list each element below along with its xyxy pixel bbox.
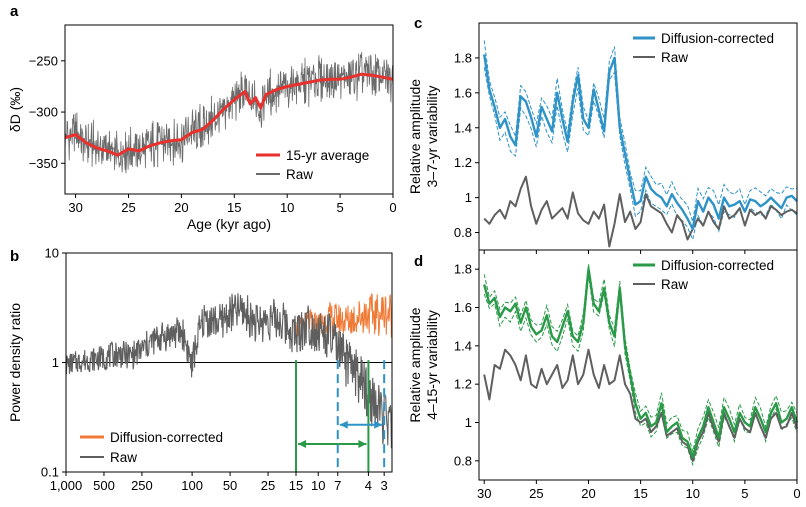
panel-a-xtick-10-label: 10 <box>280 200 294 215</box>
panel-d-xtick-10-label: 10 <box>686 486 700 501</box>
panel-b-xtick-10-label: 10 <box>311 478 325 493</box>
panel-b-legend-raw-label: Raw <box>110 450 137 465</box>
panel-c-ytick-1_2-label: 1.2 <box>454 155 472 170</box>
panel-b-plot <box>65 293 392 472</box>
panel-b-xtick-50-label: 50 <box>223 478 237 493</box>
panel-d-legend-raw-label: Raw <box>661 277 688 292</box>
panel-c-letter: c <box>414 15 422 32</box>
panel-d-legend-corrected-label: Diffusion-corrected <box>661 258 774 273</box>
panel-b-xtick-500-label: 500 <box>93 478 115 493</box>
panel-d-xtick-5-label: 5 <box>741 486 748 501</box>
panel-b-band-3-7-arrowhead-left <box>339 420 348 429</box>
panel-a-xtick-0-label: 0 <box>389 200 396 215</box>
panel-a-xtick-20-label: 20 <box>174 200 188 215</box>
panel-d-xtick-0-label: 0 <box>793 486 800 501</box>
panel-d-xtick-30-label: 30 <box>477 486 491 501</box>
panel-b-letter: b <box>10 248 19 265</box>
panel-d-xtick-20-label: 20 <box>581 486 595 501</box>
panel-b-ytick-1-label: 1 <box>52 355 59 370</box>
panel-d-letter: d <box>414 253 423 270</box>
panel-c-corrected-upper <box>483 40 798 222</box>
panel-b-xtick-250-label: 250 <box>131 478 153 493</box>
panel-d-corrected-upper <box>483 263 798 452</box>
panel-a-avg-line <box>64 72 394 157</box>
panel-b-xtick-3-label: 3 <box>381 478 388 493</box>
panel-a-xlabel: Age (kyr ago) <box>187 216 271 232</box>
panel-b-xtick-7-label: 7 <box>334 478 341 493</box>
panel-d-ytick-0_8-label: 0.8 <box>454 453 472 468</box>
panel-b-xtick-100-label: 100 <box>181 478 203 493</box>
panel-a-letter: a <box>10 3 19 20</box>
panel-b-xtick-4-label: 4 <box>365 478 372 493</box>
panel-a-xtick-30-label: 30 <box>68 200 82 215</box>
panel-a-xtick-25-label: 25 <box>121 200 135 215</box>
panel-a-ytick-250-label: −250 <box>29 53 58 68</box>
panel-a-xtick-15-label: 15 <box>227 200 241 215</box>
panel-a-xtick-5-label: 5 <box>336 200 343 215</box>
panel-a-raw-line <box>64 51 394 174</box>
panel-d-ytick-1_6-label: 1.6 <box>454 300 472 315</box>
panel-a-ylabel: δD (‰) <box>7 87 23 132</box>
panel-b-xtick-15-label: 15 <box>289 478 303 493</box>
panel-b-raw-line <box>65 293 392 449</box>
panel-d-xtick-25-label: 25 <box>529 486 543 501</box>
panel-b-band-4-15-arrowhead-left <box>298 440 307 449</box>
panel-c-ytick-1-label: 1 <box>465 190 472 205</box>
panel-a-legend-avg-label: 15-yr average <box>286 148 369 163</box>
panel-c-ytick-1_4-label: 1.4 <box>454 120 472 135</box>
panel-c-corrected-lower <box>483 67 798 242</box>
panel-c-ytick-1_6-label: 1.6 <box>454 85 472 100</box>
panel-c-plot <box>483 40 798 248</box>
panel-d-xtick-15-label: 15 <box>633 486 647 501</box>
panel-a-ytick-350-label: −350 <box>29 156 58 171</box>
panel-d-ytick-1_8-label: 1.8 <box>454 262 472 277</box>
panel-a-plot <box>64 51 394 174</box>
panel-d-corrected-lower <box>483 274 798 467</box>
panel-b-xtick-25-label: 25 <box>261 478 275 493</box>
panel-d-ylabel-line1: Relative amplitude <box>407 307 423 422</box>
panel-a-frame <box>64 24 394 195</box>
panel-d-ytick-1-label: 1 <box>465 415 472 430</box>
panel-b-legend-corrected-label: Diffusion-corrected <box>110 430 223 445</box>
panel-c-ylabel-line2: 3–7-yr variability <box>424 86 440 188</box>
panel-d-ytick-1_4-label: 1.4 <box>454 338 472 353</box>
panel-d-ytick-1_2-label: 1.2 <box>454 377 472 392</box>
panel-d-frame <box>478 249 798 481</box>
panel-c-legend-raw-label: Raw <box>661 50 688 65</box>
panel-b-band-3-7-arrowhead-right <box>374 420 383 429</box>
panel-d-raw-line <box>483 348 798 462</box>
panel-c-legend-corrected-label: Diffusion-corrected <box>661 31 774 46</box>
panel-c-raw-line <box>483 175 798 248</box>
panel-b-band-4-15-arrowhead-right <box>358 440 367 449</box>
panel-d-corrected-line <box>483 268 799 459</box>
panel-d-plot <box>483 263 799 467</box>
panel-a-legend-raw-label: Raw <box>286 167 313 182</box>
panel-c-ylabel-line1: Relative amplitude <box>407 79 423 194</box>
panel-b-ylabel: Power density ratio <box>7 303 23 422</box>
panel-b-ytick-0-label: 10 <box>45 246 59 261</box>
panel-d-ylabel-line2: 4–15-yr variability <box>424 310 440 420</box>
panel-b-ytick-2-label: 0.1 <box>41 465 59 480</box>
panel-c-ytick-1_8-label: 1.8 <box>454 50 472 65</box>
panel-c-corrected-line <box>483 54 798 231</box>
panel-b-xtick-1000-label: 1,000 <box>50 478 83 493</box>
panel-b-corrected-line <box>295 293 392 340</box>
panel-c-ytick-0_8-label: 0.8 <box>454 225 472 240</box>
panel-a-ytick-300-label: −300 <box>29 105 58 120</box>
